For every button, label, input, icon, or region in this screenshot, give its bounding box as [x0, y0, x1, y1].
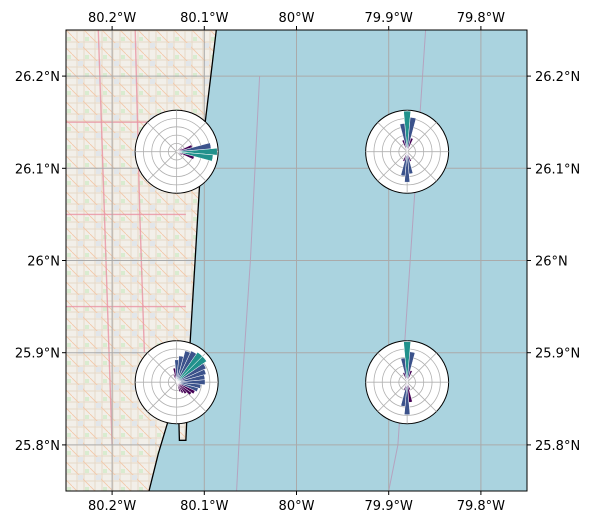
- rose-spoke: [406, 381, 437, 412]
- lat-label-left: 26°N: [27, 255, 60, 270]
- rose-petal: [176, 382, 182, 393]
- lon-label-bottom: 80.1°W: [180, 499, 228, 514]
- rose-spoke: [147, 381, 177, 412]
- rose-petal: [176, 151, 183, 156]
- lon-label-top: 79.9°W: [365, 11, 413, 26]
- rose-spoke: [176, 151, 207, 182]
- gridlines: [66, 30, 527, 491]
- rose-petal: [406, 382, 411, 391]
- rose-petal: [402, 372, 408, 383]
- lon-label-bottom: 80.2°W: [88, 499, 136, 514]
- lon-label-bottom: 79.9°W: [365, 499, 413, 514]
- rose-petal: [176, 355, 207, 383]
- rose-petal: [176, 363, 207, 383]
- lon-label-top: 79.8°W: [457, 11, 505, 26]
- rose-petal: [176, 381, 196, 395]
- wind-rose-southwest: [134, 340, 219, 425]
- road-line: [97, 30, 113, 445]
- rose-petal: [403, 341, 411, 383]
- lat-label-right: 25.9°N: [535, 347, 580, 362]
- rose-petal: [176, 379, 206, 385]
- axis-ticks: 80.2°W 80.2°W 80.1°W 80.1°W 80°W 80°W 79.9°W 79…: [15, 11, 580, 514]
- rose-petal: [406, 370, 413, 383]
- lat-label-right: 25.8°N: [535, 439, 580, 454]
- rose-petal: [172, 373, 177, 383]
- rose-petal: [406, 137, 414, 152]
- rose-petal: [404, 382, 411, 415]
- rose-petal: [176, 147, 218, 156]
- rose-spoke: [406, 151, 437, 182]
- lon-label-top: 80.2°W: [88, 11, 136, 26]
- lon-label-top: 80°W: [279, 11, 315, 26]
- rose-petal: [176, 382, 188, 395]
- lon-label-top: 80.1°W: [180, 11, 228, 26]
- rose-petal: [403, 382, 408, 391]
- map-axes: [66, 30, 527, 491]
- rose-spoke: [377, 352, 408, 383]
- rose-petal: [176, 382, 184, 394]
- rose-petal: [403, 110, 411, 152]
- lon-label-bottom: 80°W: [279, 499, 315, 514]
- rose-spoke: [176, 122, 207, 152]
- lat-label-right: 26°N: [535, 255, 568, 270]
- wind-rose-northeast: [365, 109, 450, 194]
- lat-label-left: 25.8°N: [15, 439, 60, 454]
- rose-petal: [401, 139, 408, 152]
- wind-rose-southeast: [365, 340, 450, 425]
- lat-label-right: 26.1°N: [535, 162, 580, 177]
- rose-petal: [406, 151, 412, 162]
- wind-roses: [134, 109, 450, 425]
- rose-spoke: [147, 352, 177, 383]
- rose-spoke: [147, 151, 177, 182]
- rose-petal: [176, 368, 207, 383]
- lat-label-left: 26.2°N: [15, 70, 60, 85]
- rose-petal: [404, 151, 411, 183]
- lat-label-right: 26.2°N: [535, 70, 580, 85]
- lon-label-bottom: 79.8°W: [457, 499, 505, 514]
- rose-petal: [402, 151, 408, 162]
- rose-petal: [176, 381, 192, 396]
- rose-spoke: [147, 122, 177, 152]
- rose-spoke: [406, 352, 437, 383]
- lat-label-left: 25.9°N: [15, 347, 60, 362]
- rose-spoke: [377, 151, 408, 182]
- rose-spoke: [377, 122, 408, 152]
- rose-spoke: [377, 381, 408, 412]
- wind-rose-northwest: [134, 109, 219, 194]
- rose-petal: [176, 147, 183, 152]
- lat-label-left: 26.1°N: [15, 162, 60, 177]
- rose-spoke: [406, 122, 437, 152]
